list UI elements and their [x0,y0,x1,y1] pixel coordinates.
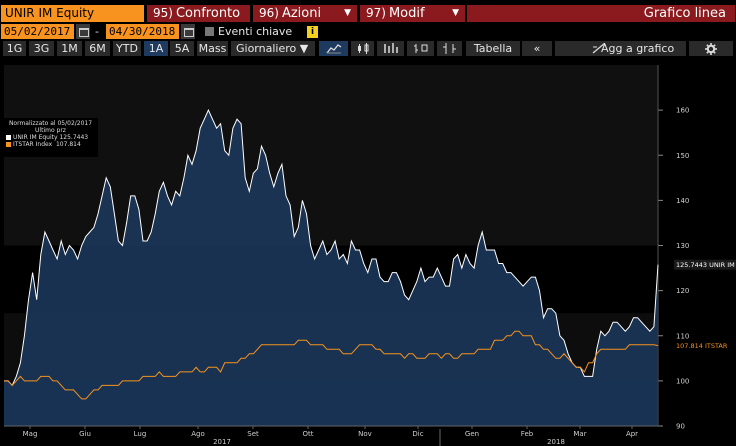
x-tick-label: Giu [79,430,91,438]
end-date-field[interactable]: 04/30/2018 [106,24,179,39]
chevron-down-icon: ▼ [452,8,459,18]
modify-button[interactable]: 97) Modif ▼ [360,5,465,22]
add-to-chart-button[interactable]: Agg a grafico [555,41,686,56]
toolbar: 1G 3G 1M 6M YTD 1A 5A Mass Giornaliero ▼… [0,40,736,57]
legend-value-unir: 125.7443 [59,134,89,141]
series-line-itstar [4,330,659,400]
period-ytd-button[interactable]: YTD [113,41,141,56]
period-1m-button[interactable]: 1M [57,41,82,56]
last-value-label-itstar: 107.814 ITSTAR [676,342,728,350]
back-button[interactable]: « [522,41,552,56]
legend-last-price-label: Ultimo prz [35,127,66,134]
series-line-unir [4,108,659,387]
table-button[interactable]: Tabella [466,41,520,56]
legend-row-itstar: ITSTAR Index 107.814 [6,141,95,148]
y-tick-label: 120 [676,287,689,295]
x-tick-label: Gen [465,430,479,438]
last-value-label-unir: 125.7443 UNIR IM [676,261,735,269]
period-1g-button[interactable]: 1G [3,41,26,56]
compare-button-number: 95) [153,6,173,20]
actions-button-label: Azioni [281,6,322,21]
candlestick-icon[interactable] [351,41,374,56]
calendar-icon[interactable] [76,24,90,39]
chart-legend: Normalizzato al 05/02/2017 Ultimo prz UN… [3,118,98,157]
legend-name-itstar: ITSTAR Index [13,141,53,148]
y-tick-label: 90 [676,423,685,431]
year-label-2018: 2018 [547,438,565,446]
chevron-down-icon: ▼ [344,8,351,18]
x-tick-label: Ott [303,430,314,438]
last-value-label-itstar-bg [674,340,736,351]
line-chart-icon[interactable] [319,41,348,56]
y-tick-label: 110 [676,332,689,340]
legend-swatch-itstar [6,142,11,147]
period-max-button[interactable]: Mass [197,41,228,56]
x-tick-label: Lug [134,430,147,438]
page-title: Grafico linea [467,5,735,22]
calendar-icon[interactable] [181,24,195,39]
start-date-field[interactable]: 05/02/2017 [1,24,74,39]
compare-button-label: Confronto [175,6,241,21]
legend-row-unir: UNIR IM Equity 125.7443 [6,134,95,141]
frequency-dropdown[interactable]: Giornaliero ▼ [231,41,315,56]
actions-button[interactable]: 96) Azioni ▼ [253,5,357,22]
legend-normalized-label: Normalizzato al 05/02/2017 [8,120,93,127]
key-events-label: Eventi chiave [218,25,293,38]
x-tick-label: Dic [412,430,423,438]
period-1a-button[interactable]: 1A [144,41,168,56]
x-tick-label: Nov [358,430,372,438]
period-3g-button[interactable]: 3G [29,41,54,56]
add-to-chart-label: Agg a grafico [601,42,675,55]
legend-value-itstar: 107.814 [55,141,81,148]
x-tick-label: Mag [23,430,38,438]
modify-button-number: 97) [366,6,386,20]
y-tick-label: 100 [676,377,689,385]
date-separator: - [95,25,99,38]
y-tick-label: 160 [676,107,689,115]
actions-button-number: 96) [259,6,279,20]
year-label-2017: 2017 [213,438,231,446]
info-icon[interactable]: i [307,26,318,38]
x-tick-label: Feb [521,430,534,438]
period-6m-button[interactable]: 6M [85,41,110,56]
legend-swatch-unir [6,135,11,140]
series-area-unir [4,110,658,426]
hlc-icon[interactable] [437,41,462,56]
x-tick-label: Set [247,430,259,438]
last-value-label-unir-bg [674,259,736,270]
ohlc-icon[interactable] [407,41,434,56]
price-chart[interactable]: 90 100 110 120 130 140 150 160 125.7443 UNIR IM 1… [0,57,736,446]
compare-button[interactable]: 95) Confronto [147,5,250,22]
ticker-field[interactable]: UNIR IM Equity [1,5,144,22]
modify-button-label: Modif [388,6,425,21]
y-tick-label: 150 [676,152,689,160]
x-tick-label: Ago [191,430,205,438]
date-range-row: 05/02/2017 - 04/30/2018 Eventi chiave i [0,23,736,40]
y-tick-label: 130 [676,242,689,250]
chart-area: 90 100 110 120 130 140 150 160 125.7443 UNIR IM 1… [0,57,736,446]
legend-name-unir: UNIR IM Equity [13,134,58,141]
period-5a-button[interactable]: 5A [170,41,194,56]
key-events-checkbox[interactable] [205,27,214,36]
settings-gear-icon[interactable] [689,41,733,56]
y-tick-label: 140 [676,197,689,205]
bar-chart-icon[interactable] [377,41,404,56]
x-tick-label: Apr [626,430,638,438]
x-tick-label: Mar [573,430,586,438]
top-bar: UNIR IM Equity 95) Confronto 96) Azioni ▼ … [0,0,736,23]
